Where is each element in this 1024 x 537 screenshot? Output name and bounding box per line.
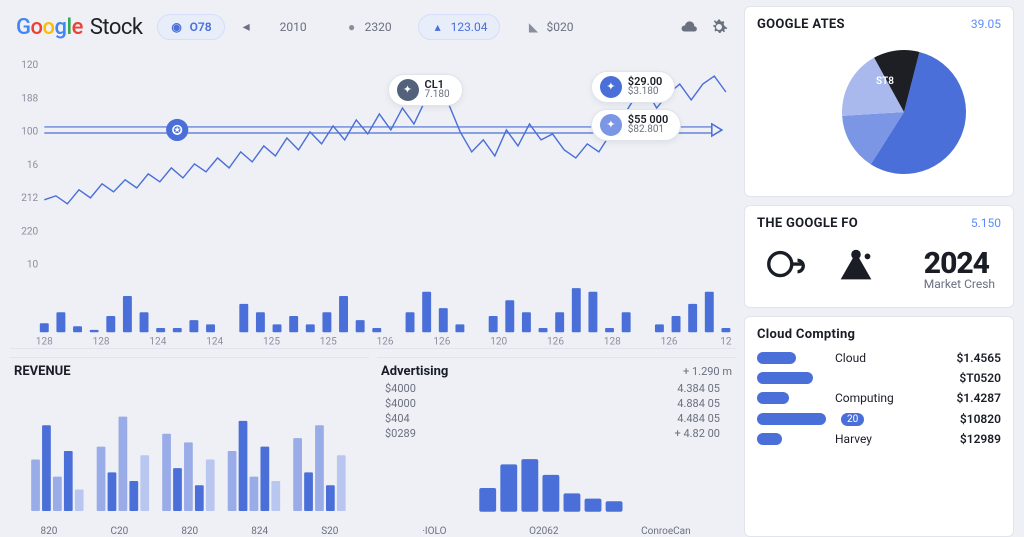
pill-year[interactable]: 2010 xyxy=(268,14,319,40)
cloud-label: Cloud xyxy=(835,351,948,365)
google-stock-logo: Google Stock xyxy=(16,15,143,40)
trend-up-icon: ▴ xyxy=(431,20,445,34)
svg-text:10: 10 xyxy=(27,260,39,271)
pill-value-a[interactable]: ● 2320 xyxy=(333,14,404,40)
cloud-bar xyxy=(757,352,796,364)
pill-value-b[interactable]: ▴ 123.04 xyxy=(418,14,501,40)
tooltip-value-secondary: $82.801 xyxy=(628,125,668,136)
flag-icon: ◉ xyxy=(170,20,184,34)
advertising-panel: Advertising + 1.290 m $40004.384 05$4000… xyxy=(377,357,736,537)
svg-text:125: 125 xyxy=(320,336,337,347)
svg-text:126: 126 xyxy=(433,336,450,347)
svg-text:124: 124 xyxy=(206,336,223,347)
pie-title: GOOGLE ATES xyxy=(757,17,845,32)
adv-row: $0289+ 4.82 00 xyxy=(385,426,732,441)
megaphone-icon: ◣ xyxy=(526,20,540,34)
fo-panel: THE GOOGLE FO 5.150 2024 Market Cresh xyxy=(744,205,1014,308)
svg-text:128: 128 xyxy=(36,336,53,347)
cloud-amount: $1.4287 xyxy=(956,391,1001,405)
apple-icon: ● xyxy=(345,20,359,34)
cloud-label: Harvey xyxy=(835,432,952,446)
pill-label: 123.04 xyxy=(451,20,488,34)
cloud-badge: 20 xyxy=(841,413,864,426)
nav-prev[interactable]: ◂ xyxy=(239,19,254,35)
chart-tooltip[interactable]: ✦ $29.00 $3.180 xyxy=(591,71,676,103)
tooltip-value-secondary: 7.180 xyxy=(425,90,450,101)
pill-label: O78 xyxy=(190,20,212,34)
adv-row: $40004.384 05 xyxy=(385,381,732,396)
cloud-title: Cloud Compting xyxy=(757,327,855,342)
cloud-row[interactable]: Computing $1.4287 xyxy=(757,388,1001,408)
cloud-label: 20 xyxy=(835,411,952,426)
tooltip-icon: ✦ xyxy=(397,79,419,101)
chart-tooltip[interactable]: ✦ CL1 7.180 xyxy=(388,74,463,106)
revenue-title: REVENUE xyxy=(14,364,365,379)
svg-text:188: 188 xyxy=(21,93,38,104)
tooltip-icon: ✦ xyxy=(600,76,622,98)
tooltip-value-secondary: $3.180 xyxy=(628,87,663,98)
fo-title: THE GOOGLE FO xyxy=(757,216,858,231)
pill-label: $020 xyxy=(546,20,573,34)
market-glyph-icon xyxy=(833,243,879,293)
pill-value-c[interactable]: ◣ $020 xyxy=(514,14,585,40)
svg-text:212: 212 xyxy=(21,193,38,204)
cloud-row[interactable]: 20 $10820 xyxy=(757,408,1001,429)
pill-label: 2010 xyxy=(280,20,307,34)
revenue-x-axis: 820C20820824S20 xyxy=(14,524,365,537)
pie-meta: 39.05 xyxy=(971,17,1001,31)
cloud-row[interactable]: $T0520 xyxy=(757,368,1001,388)
cloud-label: Computing xyxy=(835,391,948,405)
pie-panel: GOOGLE ATES 39.05 ST8 xyxy=(744,6,1014,197)
fo-year: 2024 xyxy=(924,246,995,281)
svg-text:ST8: ST8 xyxy=(876,76,894,87)
cloud-row[interactable]: Harvey $12989 xyxy=(757,429,1001,449)
adv-row: $4044.484 05 xyxy=(385,411,732,426)
pill-label: 2320 xyxy=(365,20,392,34)
cloud-panel: Cloud Compting Cloud $1.4565 $T0520 Comp… xyxy=(744,316,1014,537)
fo-subtitle: Market Cresh xyxy=(924,277,995,291)
cloud-bar xyxy=(757,433,782,445)
svg-text:12: 12 xyxy=(720,336,732,347)
company-glyph-icon xyxy=(763,243,809,293)
cloud-amount: $10820 xyxy=(960,412,1001,426)
svg-text:128: 128 xyxy=(93,336,110,347)
adv-meta: + 1.290 m xyxy=(683,365,732,378)
svg-text:100: 100 xyxy=(21,127,38,138)
svg-text:120: 120 xyxy=(490,336,507,347)
header-bar: Google Stock ◉ O78 ◂ 2010 ● 2320 ▴ 123.0… xyxy=(10,6,736,48)
gear-icon[interactable] xyxy=(710,18,728,36)
chart-tooltip[interactable]: ✦ $55 000 $82.801 xyxy=(591,109,681,141)
cloud-amount: $T0520 xyxy=(959,371,1001,385)
cloud-bar xyxy=(757,413,826,425)
svg-text:120: 120 xyxy=(21,60,38,71)
pie-chart[interactable]: ST8 xyxy=(757,32,1001,182)
revenue-chart[interactable] xyxy=(14,381,365,524)
svg-text:✪: ✪ xyxy=(173,126,181,136)
adv-row: $40004.884 05 xyxy=(385,396,732,411)
svg-text:125: 125 xyxy=(263,336,280,347)
cloud-bar xyxy=(757,372,813,384)
cloud-amount: $1.4565 xyxy=(956,351,1001,365)
svg-text:126: 126 xyxy=(661,336,678,347)
adv-title: Advertising xyxy=(381,364,448,379)
svg-text:16: 16 xyxy=(27,160,39,171)
advertising-x-axis: ·IOLOO2062ConroeCan xyxy=(381,524,732,537)
svg-text:124: 124 xyxy=(149,336,166,347)
tooltip-icon: ✦ xyxy=(600,114,622,136)
fo-meta: 5.150 xyxy=(971,216,1001,230)
svg-text:126: 126 xyxy=(377,336,394,347)
cloud-row[interactable]: Cloud $1.4565 xyxy=(757,348,1001,368)
advertising-chart[interactable] xyxy=(381,441,732,524)
svg-text:128: 128 xyxy=(604,336,621,347)
svg-text:220: 220 xyxy=(21,226,38,237)
pill-primary[interactable]: ◉ O78 xyxy=(157,14,225,40)
svg-text:126: 126 xyxy=(547,336,564,347)
main-price-chart[interactable]: 120 188 100 16 212 220 10 ✪ 128 128 124 124 125 125 12… xyxy=(10,56,736,349)
revenue-panel: REVENUE 820C20820824S20 xyxy=(10,357,369,537)
cloud-bar xyxy=(757,392,789,404)
cloud-amount: $12989 xyxy=(960,432,1001,446)
cloud-icon[interactable] xyxy=(680,18,698,36)
